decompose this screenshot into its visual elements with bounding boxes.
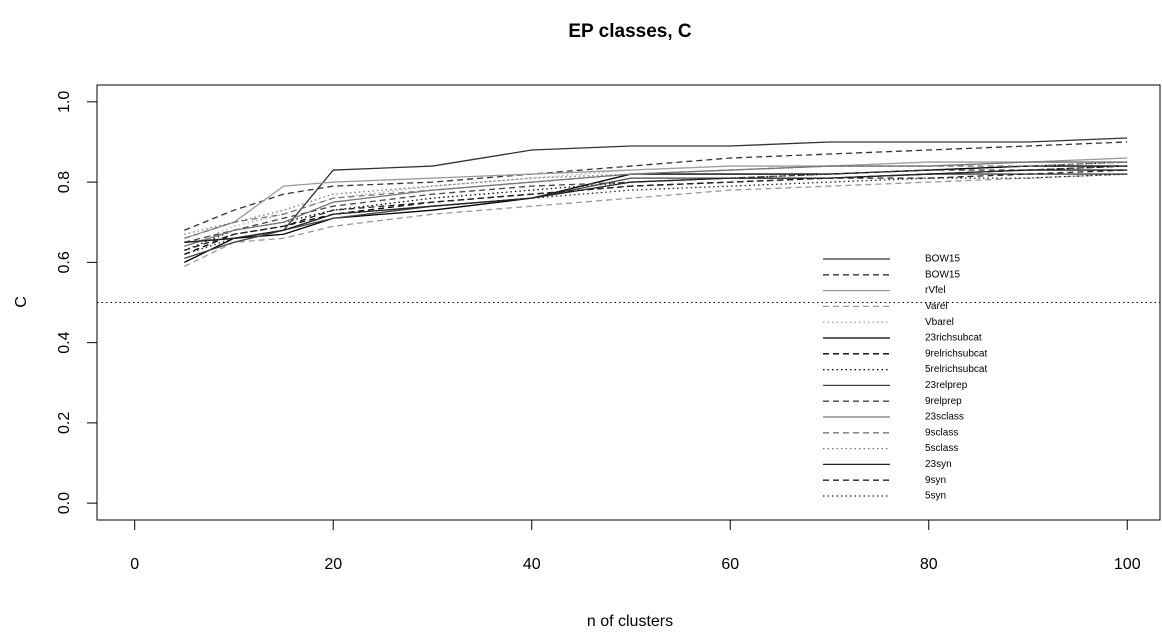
legend-label: 9sclass	[925, 427, 958, 438]
series-line	[184, 161, 1128, 247]
y-tick-label: 0.8	[56, 171, 73, 193]
legend-label: 23syn	[925, 459, 952, 470]
y-tick-label: 0.6	[56, 251, 73, 273]
legend-label: 23relprep	[925, 380, 968, 391]
legend-label: 23sclass	[925, 412, 964, 423]
legend-label: 5sclass	[925, 443, 958, 454]
y-tick-label: 0.4	[56, 331, 73, 353]
y-tick-label: 0.2	[56, 412, 73, 434]
series-line	[184, 157, 1128, 239]
legend-label: 9syn	[925, 475, 946, 486]
chart-title: EP classes, C	[568, 21, 692, 42]
legend-label: BOW15	[925, 269, 960, 280]
x-tick-label: 80	[920, 556, 938, 573]
legend-label: 9relprep	[925, 396, 962, 407]
series-line	[184, 161, 1128, 235]
y-tick-label: 0.0	[56, 492, 73, 514]
x-tick-label: 20	[324, 556, 342, 573]
series-line	[184, 161, 1128, 239]
legend-label: Vbarel	[925, 317, 954, 328]
series-line	[184, 141, 1128, 231]
x-tick-label: 100	[1114, 556, 1141, 573]
x-axis-label: n of clusters	[587, 613, 673, 630]
legend-label: 9relrichsubcat	[925, 348, 987, 359]
x-tick-label: 40	[523, 556, 541, 573]
x-tick-label: 60	[721, 556, 739, 573]
series-line	[184, 173, 1128, 259]
series-line	[184, 165, 1128, 243]
series-line	[184, 169, 1128, 251]
series-line	[184, 165, 1128, 263]
x-tick-label: 0	[130, 556, 139, 573]
legend-label: 23richsubcat	[925, 333, 982, 344]
series-line	[184, 137, 1128, 243]
series-line	[184, 169, 1128, 243]
y-tick-label: 1.0	[56, 91, 73, 113]
legend-label: rVfel	[925, 285, 946, 296]
y-axis-label: C	[13, 296, 30, 308]
legend-label: Varel	[925, 301, 948, 312]
series-line	[184, 161, 1128, 251]
legend-label: 5relrichsubcat	[925, 364, 987, 375]
legend-label: BOW15	[925, 254, 960, 265]
series-line	[184, 173, 1128, 267]
legend-label: 5syn	[925, 491, 946, 502]
series-line	[184, 173, 1128, 255]
